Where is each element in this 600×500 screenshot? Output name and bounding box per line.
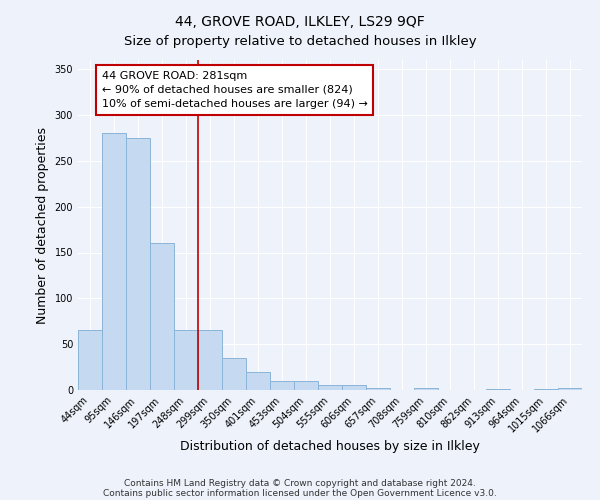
Y-axis label: Number of detached properties: Number of detached properties: [36, 126, 49, 324]
Bar: [126, 138, 150, 390]
Text: Contains HM Land Registry data © Crown copyright and database right 2024.: Contains HM Land Registry data © Crown c…: [124, 478, 476, 488]
Bar: [174, 330, 198, 390]
Bar: [102, 134, 126, 390]
Bar: [294, 381, 318, 390]
Bar: [78, 330, 102, 390]
Bar: [318, 386, 342, 390]
Bar: [222, 358, 246, 390]
Bar: [366, 388, 390, 390]
Bar: [486, 389, 510, 390]
Bar: [342, 386, 366, 390]
Bar: [198, 330, 222, 390]
Text: 44, GROVE ROAD, ILKLEY, LS29 9QF: 44, GROVE ROAD, ILKLEY, LS29 9QF: [175, 15, 425, 29]
Bar: [558, 388, 582, 390]
Bar: [246, 372, 270, 390]
Text: Size of property relative to detached houses in Ilkley: Size of property relative to detached ho…: [124, 35, 476, 48]
Bar: [270, 381, 294, 390]
X-axis label: Distribution of detached houses by size in Ilkley: Distribution of detached houses by size …: [180, 440, 480, 452]
Bar: [150, 244, 174, 390]
Text: Contains public sector information licensed under the Open Government Licence v3: Contains public sector information licen…: [103, 488, 497, 498]
Bar: [414, 388, 438, 390]
Text: 44 GROVE ROAD: 281sqm
← 90% of detached houses are smaller (824)
10% of semi-det: 44 GROVE ROAD: 281sqm ← 90% of detached …: [102, 71, 368, 109]
Bar: [534, 389, 558, 390]
